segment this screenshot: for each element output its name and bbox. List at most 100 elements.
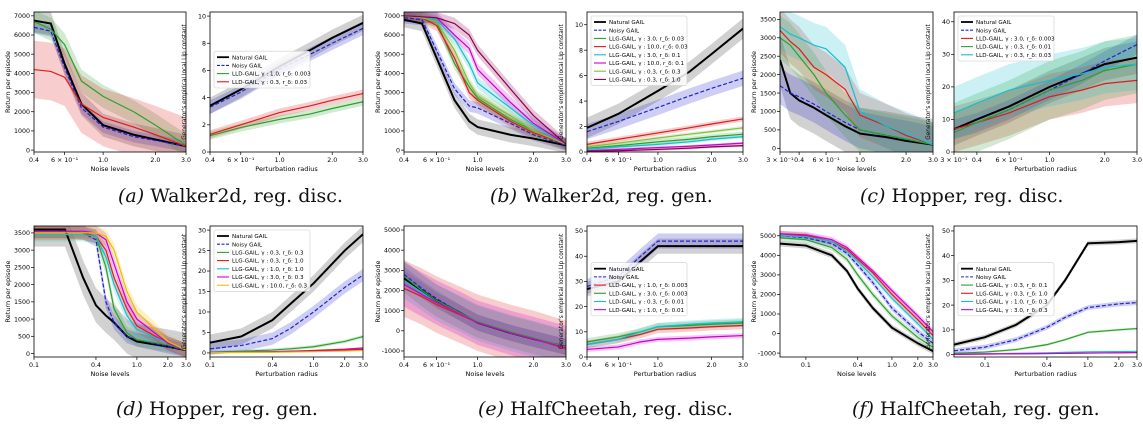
xtick-label-f-lip-4: 3.0 <box>1132 362 1142 369</box>
ytick-label-c-ret-6: 3000 <box>760 35 776 42</box>
xtick-label-d-lip-0: 0.1 <box>205 362 215 369</box>
x-axis-label-a-lip: Perturbation radius <box>255 165 318 173</box>
xtick-label-f-ret-3: 2.0 <box>913 362 923 369</box>
caption-c: (c) Hopper, reg. disc. <box>860 185 1064 207</box>
band-b-ret-2 <box>404 12 566 151</box>
xtick-label-b-ret-1: 6 × 10⁻¹ <box>423 157 451 164</box>
series-d-ret-6 <box>34 232 186 351</box>
xtick-label-c-ret-2: 6 × 10⁻¹ <box>812 157 840 164</box>
xtick-label-b-ret-4: 3.0 <box>561 157 571 164</box>
series-d-ret-2 <box>34 230 186 351</box>
ytick-label-e-ret-0: -1000 <box>382 348 400 355</box>
legend-entry-e-lip-0: Natural GAIL <box>609 267 645 273</box>
series-e-lip-4 <box>587 321 743 345</box>
legend-c-lip <box>957 15 1055 62</box>
ytick-label-a-ret-1: 1000 <box>14 128 30 135</box>
xtick-label-a-ret-0: 0.4 <box>29 157 39 164</box>
ytick-label-c-ret-7: 3500 <box>760 17 776 24</box>
xtick-label-b-lip-1: 6 × 10⁻¹ <box>605 157 633 164</box>
ytick-label-c-lip-1: 10 <box>942 117 950 124</box>
axes-frame-a-ret <box>33 11 187 153</box>
xtick-label-b-ret-2: 1.0 <box>473 157 483 164</box>
legend-entry-f-lip-4: LLG-GAIL, γ : 1.0, r_δ: 0.3 <box>976 300 1048 306</box>
y-axis-label-d-ret: Return per episode <box>4 261 12 323</box>
ytick-label-e-lip-3: 30 <box>575 279 583 286</box>
xtick-label-e-lip-3: 2.0 <box>707 362 717 369</box>
legend-entry-b-lip-6: LLG-GAIL, γ : 0.3, r_δ: 0.3 <box>609 69 681 75</box>
ytick-label-f-lip-5: 50 <box>942 228 950 235</box>
ytick-label-a-lip-5: 10 <box>198 13 206 20</box>
legend-entry-f-lip-0: Natural GAIL <box>976 267 1012 273</box>
legend-entry-b-lip-3: LLG-GAIL, γ : 10.0, r_δ: 0.03 <box>609 45 688 51</box>
legend-entry-d-lip-2: LLG-GAIL, γ : 0.3, r_δ: 0.3 <box>232 251 304 257</box>
xtick-label-e-ret-4: 3.0 <box>561 362 571 369</box>
ytick-label-c-ret-3: 1500 <box>760 90 776 97</box>
xtick-label-f-lip-2: 1.0 <box>1083 362 1093 369</box>
series-a-lip-2 <box>210 101 363 137</box>
xtick-label-d-lip-4: 3.0 <box>358 362 368 369</box>
ytick-label-b-lip-3: 6 <box>579 73 583 80</box>
ytick-label-a-ret-7: 7000 <box>14 13 30 20</box>
xtick-label-c-ret-1: 0.4 <box>794 157 804 164</box>
ytick-label-f-lip-1: 10 <box>942 327 950 334</box>
legend-entry-d-lip-3: LLG-GAIL, γ : 0.3, r_δ: 1.0 <box>232 259 304 265</box>
series-c-lip-0 <box>954 56 1137 131</box>
series-f-lip-0 <box>954 239 1137 346</box>
xtick-label-c-lip-3: 1.0 <box>1045 157 1055 164</box>
ytick-label-b-ret-3: 3000 <box>384 90 400 97</box>
band-e-lip-3 <box>587 319 743 346</box>
xtick-label-b-lip-4: 3.0 <box>738 157 748 164</box>
ytick-label-d-lip-2: 10 <box>198 309 206 316</box>
ytick-label-f-ret-2: 1000 <box>760 311 776 318</box>
legend-entry-e-lip-1: Noisy GAIL <box>609 275 640 281</box>
ytick-label-e-ret-4: 3000 <box>384 268 400 275</box>
band-c-ret-3 <box>780 15 933 152</box>
ytick-label-d-ret-3: 1500 <box>14 299 30 306</box>
caption-a: (a) Walker2d, reg. disc. <box>118 185 343 207</box>
ytick-label-b-ret-4: 4000 <box>384 71 400 78</box>
xtick-label-d-lip-2: 1.0 <box>309 362 319 369</box>
ytick-label-f-ret-4: 3000 <box>760 272 776 279</box>
xtick-label-d-lip-3: 2.0 <box>340 362 350 369</box>
band-e-ret-3 <box>404 260 566 357</box>
series-a-ret-2 <box>34 21 186 146</box>
legend-f-lip <box>957 262 1055 317</box>
band-a-ret-3 <box>34 40 186 152</box>
legend-entry-f-lip-3: LLG-GAIL, γ : 0.3, r_δ: 1.0 <box>976 291 1048 297</box>
band-e-lip-4 <box>587 317 743 349</box>
series-a-ret-0 <box>34 19 186 148</box>
y-axis-label-b-ret: Return per episode <box>374 51 382 113</box>
xtick-label-e-ret-3: 2.0 <box>528 362 538 369</box>
ytick-label-f-ret-5: 4000 <box>760 253 776 260</box>
ytick-label-a-lip-3: 6 <box>202 68 206 75</box>
xtick-label-b-lip-0: 0.4 <box>582 157 592 164</box>
series-b-lip-1 <box>587 77 743 133</box>
xtick-label-e-lip-2: 1.0 <box>653 362 663 369</box>
band-d-ret-6 <box>34 226 186 357</box>
x-axis-label-c-ret: Noise levels <box>837 165 877 173</box>
ytick-label-a-lip-1: 2 <box>202 122 206 129</box>
ytick-label-c-lip-3: 30 <box>942 52 950 59</box>
series-f-ret-1 <box>780 235 933 344</box>
ytick-label-d-ret-4: 2000 <box>14 282 30 289</box>
legend-entry-e-lip-4: LLD-GAIL, γ : 0.3, r_δ: 0.01 <box>609 300 685 306</box>
legend-entry-b-lip-5: LLG-GAIL, γ : 10.0, r_δ: 0.1 <box>609 61 685 67</box>
series-d-lip-6 <box>210 349 363 354</box>
xtick-label-f-lip-0: 0.1 <box>980 362 990 369</box>
legend-entry-a-lip-2: LLD-GAIL, γ : 1.0, r_δ: 0.003 <box>232 72 311 78</box>
y-axis-label-a-lip: Generator's empirical local Lip constant <box>182 24 188 140</box>
ytick-label-a-lip-2: 4 <box>202 95 206 102</box>
band-c-lip-2 <box>954 57 1137 152</box>
ytick-label-d-lip-1: 5 <box>202 330 206 337</box>
chart-d-lip: 0.1 0.4 1.0 2.0 3.0 0 5 10 15 20 25 30 Perturbation … <box>182 225 368 378</box>
ytick-label-e-ret-1: 0 <box>396 328 400 335</box>
ytick-label-b-ret-1: 1000 <box>384 128 400 135</box>
series-b-lip-2 <box>587 133 743 149</box>
axes-frame-a-lip <box>209 11 364 153</box>
legend-entry-d-lip-0: Natural GAIL <box>232 234 268 240</box>
axes-frame-c-ret <box>779 11 934 153</box>
series-c-lip-3 <box>954 63 1137 134</box>
xtick-label-a-lip-2: 1.0 <box>275 157 285 164</box>
ytick-label-d-lip-5: 25 <box>198 248 206 255</box>
